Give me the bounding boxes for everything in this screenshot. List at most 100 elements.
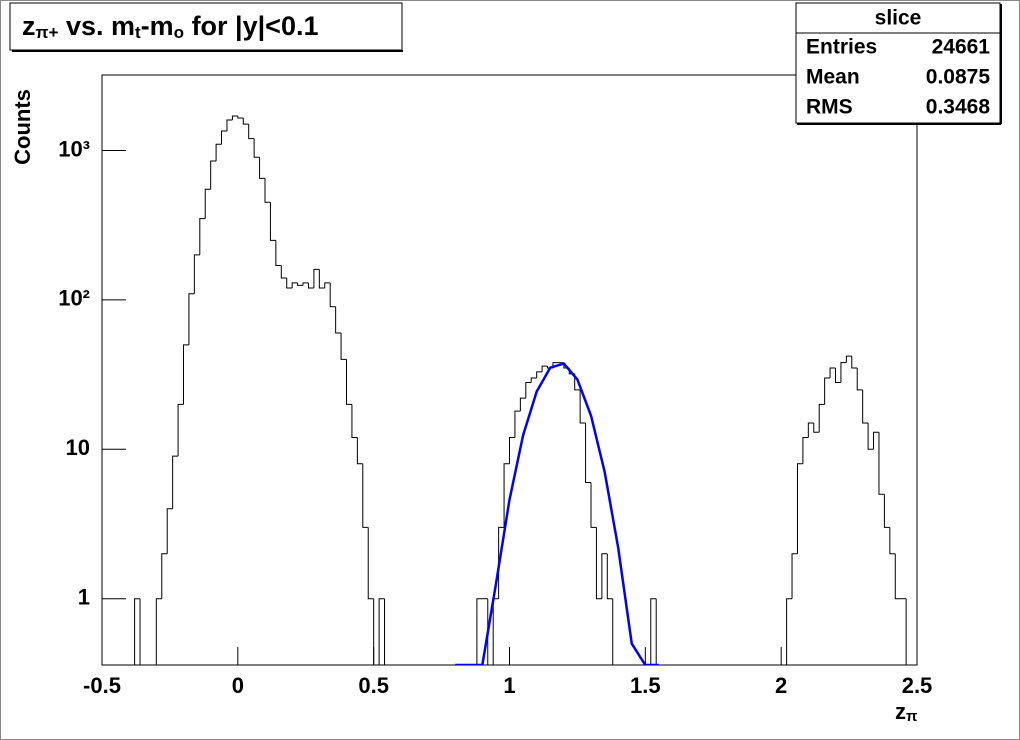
histogram-bin	[373, 598, 380, 665]
histogram-bin	[280, 265, 287, 279]
stats-box	[795, 2, 1001, 124]
histogram-bin	[177, 403, 184, 457]
y-tick-label: 10	[66, 435, 90, 460]
histogram-bin	[595, 527, 602, 600]
histogram-bin	[183, 344, 189, 405]
stats-label: Mean	[806, 66, 860, 89]
histogram-bin	[286, 278, 293, 289]
x-tick-label: 2	[775, 673, 787, 698]
stats-title: slice	[875, 7, 922, 30]
y-axis-label: Counts	[10, 89, 35, 165]
x-tick-label: 1.5	[630, 673, 661, 698]
histogram-bin	[878, 432, 885, 495]
histogram-bin	[862, 389, 869, 424]
histogram-bin	[873, 431, 879, 450]
histogram-bin	[356, 437, 363, 465]
histogram-bin	[297, 282, 304, 286]
histogram-bin	[259, 157, 265, 179]
stats-label: Entries	[806, 36, 877, 59]
histogram-bin	[851, 356, 858, 369]
histogram-bin	[824, 377, 831, 405]
histogram-bin	[612, 598, 619, 665]
x-tick-label: 1	[503, 673, 515, 698]
histogram-bin	[519, 397, 526, 412]
histogram-bin	[231, 115, 238, 120]
histogram-bin	[166, 508, 173, 554]
stats-value: 0.3468	[926, 96, 991, 119]
histogram-bin	[384, 598, 390, 665]
title-sub: t	[135, 23, 141, 42]
histogram-bin	[650, 598, 657, 665]
histogram-bin	[221, 130, 227, 145]
histogram-bin	[807, 422, 814, 438]
histogram-bin	[487, 598, 494, 665]
chart-title: zπ+ vs. mt-mo for |y|<0.1	[22, 11, 318, 41]
histogram-bin	[340, 333, 347, 360]
histogram-bin	[525, 381, 532, 399]
histogram-bin	[155, 598, 162, 665]
histogram-bin	[329, 282, 336, 308]
stats-value: 0.0875	[926, 66, 991, 89]
plot-frame	[101, 74, 918, 666]
histogram-bin	[335, 306, 342, 334]
histogram-bin	[590, 482, 597, 528]
title-sub: π+	[36, 23, 59, 42]
histogram-bin	[188, 293, 195, 345]
title-part: z	[22, 11, 36, 41]
histogram-bin	[889, 527, 896, 555]
stats-rows: Entries 24661 Mean 0.0875 RMS 0.3468	[806, 36, 990, 119]
histogram-bin	[574, 373, 581, 391]
histogram-bin	[905, 598, 912, 665]
histogram-bin	[367, 527, 374, 600]
x-tick-label: 0	[232, 673, 244, 698]
histogram-bin	[867, 422, 874, 450]
histogram-bin	[818, 403, 825, 433]
title-part: for |y|<0.1	[184, 11, 318, 41]
histogram-bin	[253, 138, 260, 158]
histogram-bin	[346, 359, 352, 405]
histogram-bin	[313, 268, 320, 289]
histogram-bin	[269, 202, 276, 241]
histogram-bin	[193, 254, 200, 294]
x-label-sub: π	[906, 708, 918, 725]
x-label-part: z	[895, 699, 906, 724]
histogram-bin	[351, 404, 358, 438]
y-tick-label: 10³	[58, 136, 90, 161]
title-part: -m	[141, 11, 174, 41]
histogram-bin	[324, 282, 331, 289]
x-tick-label: -0.5	[83, 673, 121, 698]
histogram-bin	[362, 463, 369, 528]
x-tick-label: 2.5	[902, 673, 933, 698]
title-box	[9, 2, 403, 51]
histogram-bin	[307, 282, 314, 289]
histogram-bin	[242, 117, 249, 125]
title-sub: o	[174, 23, 184, 42]
histogram-bin	[318, 269, 325, 289]
stats-value: 24661	[932, 36, 991, 59]
x-axis-label: zπ	[895, 699, 918, 726]
histogram-bin	[802, 436, 809, 464]
histogram-bin	[226, 119, 233, 132]
histogram-bin	[655, 598, 662, 665]
histogram-bin	[845, 355, 852, 363]
x-tick-label: 0.5	[358, 673, 389, 698]
plot-area	[102, 115, 917, 665]
histogram-bin	[791, 553, 798, 599]
histogram-bin	[378, 598, 385, 665]
histogram-bin	[796, 463, 803, 554]
histogram-bin	[248, 124, 255, 140]
histogram-bin	[264, 178, 271, 203]
histogram-bin	[139, 598, 146, 665]
histogram-bin	[237, 116, 244, 119]
stats-label: RMS	[806, 96, 853, 119]
histogram-bin	[541, 365, 548, 372]
histogram-bin	[840, 362, 847, 383]
histogram-bin	[161, 553, 168, 599]
histogram-bin	[134, 598, 141, 665]
histogram-bin	[509, 436, 515, 464]
histogram-bin	[835, 368, 841, 383]
histogram-bin	[172, 455, 179, 509]
histogram-bin	[204, 188, 211, 219]
